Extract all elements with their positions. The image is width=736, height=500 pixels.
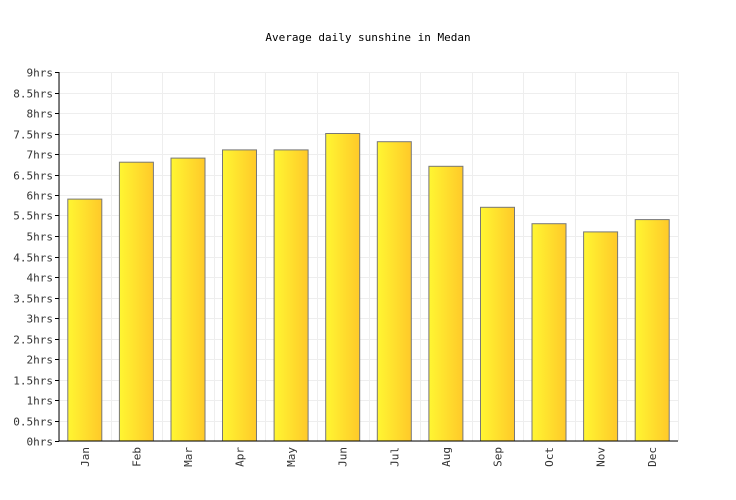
y-tick-label: 4hrs [27,272,54,285]
x-tick-label: May [285,447,298,467]
y-tick-label: 7.5hrs [13,129,53,142]
x-tick-label: Oct [543,447,556,467]
bar-jun [325,133,361,442]
y-tick-label: 2.5hrs [13,334,53,347]
bar-dec [634,219,670,442]
x-tick-label: Aug [440,447,453,467]
y-tick-label: 2hrs [27,354,54,367]
bar-jul [376,141,412,442]
bar-may [273,149,309,442]
y-tick-label: 6hrs [27,190,54,203]
bar-mar [170,157,206,442]
y-tick-label: 7hrs [27,149,54,162]
x-tick-label: Nov [595,447,608,467]
y-tick-label: 3.5hrs [13,293,53,306]
bar-nov [583,231,619,442]
bar-jan [67,198,103,442]
bar-oct [531,223,567,442]
x-tick-label: Dec [646,447,659,467]
bar-feb [118,161,154,442]
x-tick-label: Mar [182,447,195,467]
bars [67,133,670,442]
grid [59,72,679,442]
chart-title: Average daily sunshine in Medan [265,31,470,44]
bar-apr [222,149,257,442]
x-tick-label: Jan [79,447,92,467]
bar-sep [480,206,515,442]
y-tick-label: 4.5hrs [13,252,53,265]
y-tick-label: 0hrs [27,436,54,449]
y-tick-label: 0.5hrs [13,416,53,429]
x-tick-label: Sep [492,447,505,467]
x-tick-label: Feb [130,447,143,467]
y-tick-label: 5hrs [27,231,54,244]
bar-aug [428,165,464,442]
y-axis-ticks: 0hrs 0.5hrs 1hrs 1.5hrs 2hrs 2.5hrs 3hrs 3.5hrs… [13,67,59,449]
y-tick-label: 5.5hrs [13,210,53,223]
x-tick-label: Apr [234,447,247,467]
y-tick-label: 9hrs [27,67,54,80]
x-tick-label: Jul [388,447,401,467]
y-tick-label: 6.5hrs [13,170,53,183]
y-tick-label: 3hrs [27,313,54,326]
y-tick-label: 8hrs [27,108,54,121]
x-tick-label: Jun [337,447,350,467]
y-tick-label: 1hrs [27,395,54,408]
y-tick-label: 1.5hrs [13,375,53,388]
y-tick-label: 8.5hrs [13,88,53,101]
x-axis-ticks: Jan Feb Mar Apr May Jun Jul Aug Sep Oct Nov Dec [79,447,659,467]
